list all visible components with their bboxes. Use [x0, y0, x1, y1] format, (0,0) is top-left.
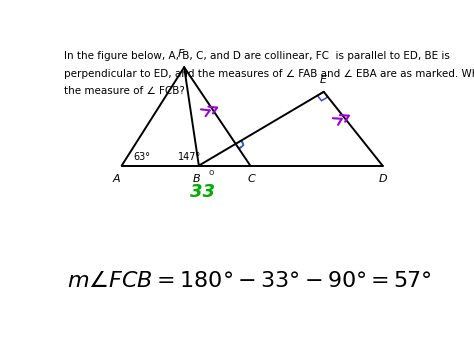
- Text: A: A: [112, 174, 120, 184]
- Text: D: D: [379, 174, 388, 184]
- Text: C: C: [247, 174, 255, 184]
- Text: o: o: [209, 168, 214, 177]
- Text: F: F: [178, 49, 184, 59]
- Text: $\mathit{m}\angle \mathit{FCB}= 180°- 33°- 90° = 57°$: $\mathit{m}\angle \mathit{FCB}= 180°- 33…: [66, 270, 431, 291]
- Text: perpendicular to ED, and the measures of ∠ FAB and ∠ EBA are as marked. What is: perpendicular to ED, and the measures of…: [64, 69, 474, 78]
- Text: 33: 33: [190, 182, 215, 201]
- Text: E: E: [319, 75, 327, 85]
- Text: 147°: 147°: [178, 152, 201, 162]
- Text: B: B: [192, 174, 200, 184]
- Text: 63°: 63°: [133, 152, 150, 162]
- Text: In the figure below, A, B, C, and D are collinear, FC  is parallel to ED, BE is: In the figure below, A, B, C, and D are …: [64, 51, 449, 61]
- Text: the measure of ∠ FCB?: the measure of ∠ FCB?: [64, 86, 184, 96]
